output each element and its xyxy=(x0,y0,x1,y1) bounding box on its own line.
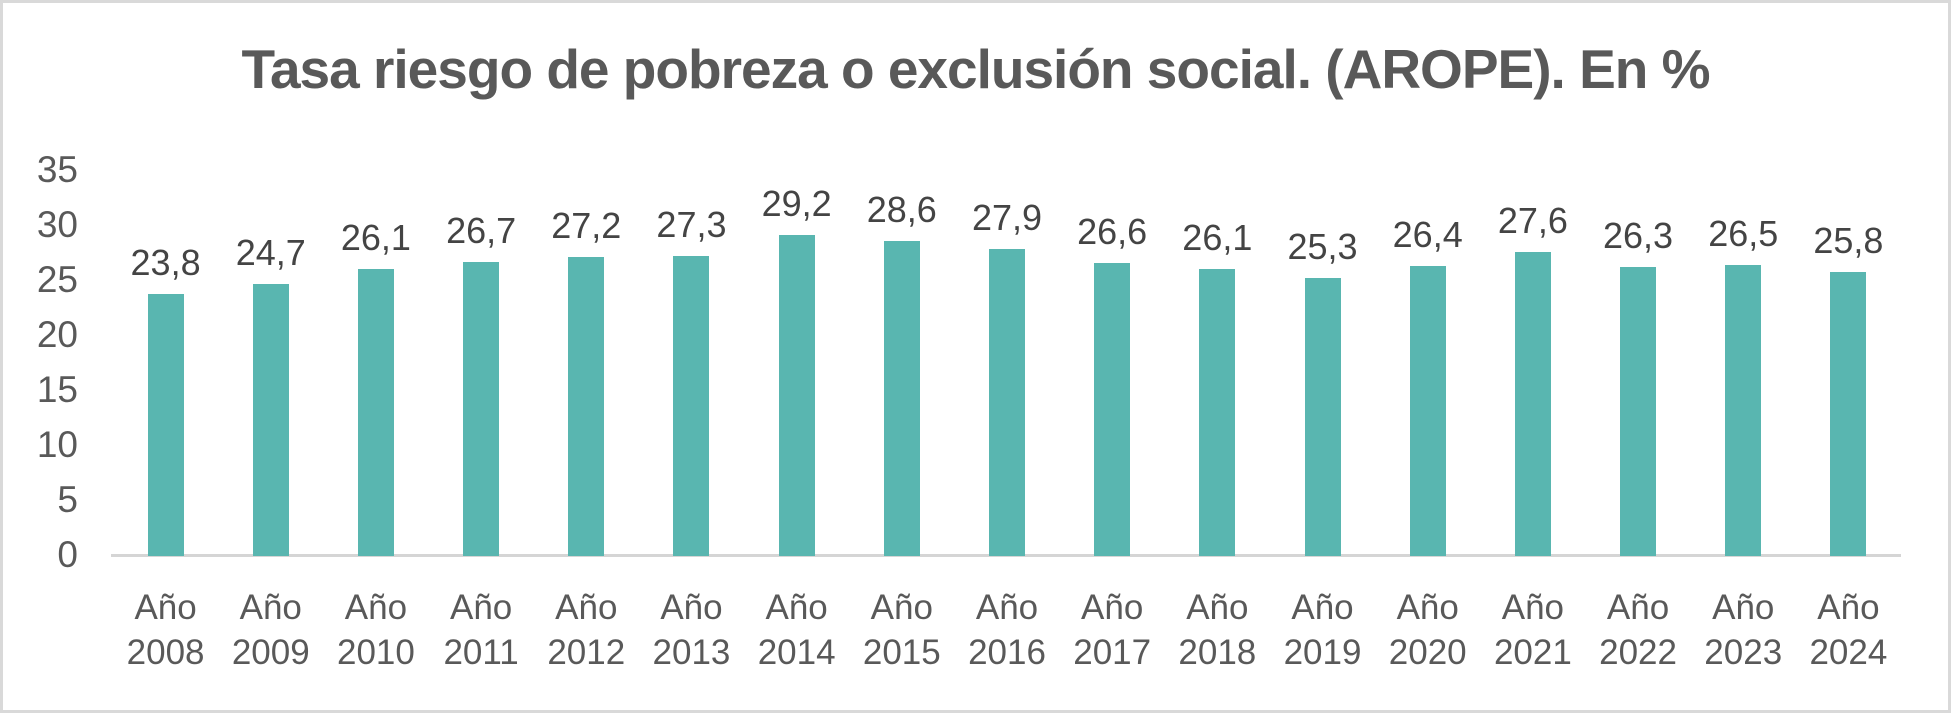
bar xyxy=(568,256,605,556)
bar xyxy=(1409,265,1446,556)
x-axis-label: Año 2021 xyxy=(1493,588,1572,672)
y-axis-tick-label: 20 xyxy=(36,314,78,355)
bar xyxy=(463,262,500,556)
x-axis-label: Año 2012 xyxy=(547,588,626,672)
bar xyxy=(673,255,710,556)
x-axis-label: Año 2009 xyxy=(231,588,310,672)
bar xyxy=(989,249,1025,556)
plot-area: 0 5 10 15 20 25 30 35 23,8 Año 2008 24,7 Año 2009 26,1… xyxy=(3,3,1948,710)
y-axis-tick-label: 30 xyxy=(36,204,78,245)
x-axis-label: Año 2017 xyxy=(1073,588,1152,672)
bar-value-label: 23,8 xyxy=(130,242,201,284)
x-axis-label: Año 2010 xyxy=(337,588,415,672)
bar xyxy=(1620,266,1657,556)
x-axis-label: Año 2020 xyxy=(1388,588,1467,672)
bar xyxy=(147,294,184,556)
bar-value-label: 25,3 xyxy=(1287,225,1358,267)
bar xyxy=(883,241,920,556)
bar-value-label: 29,2 xyxy=(761,182,832,224)
bar-value-label: 27,6 xyxy=(1497,200,1568,242)
bar xyxy=(1725,264,1762,556)
bar-value-label: 26,5 xyxy=(1708,212,1779,254)
bar-value-label: 26,6 xyxy=(1077,211,1148,253)
bar xyxy=(252,284,289,556)
x-axis-label: Año 2008 xyxy=(126,588,205,672)
x-axis-label: Año 2013 xyxy=(652,588,731,672)
bar-value-label: 27,2 xyxy=(551,204,622,246)
y-axis-tick-label: 5 xyxy=(57,479,78,520)
bar-value-label: 26,3 xyxy=(1603,214,1674,256)
bar-value-label: 27,3 xyxy=(656,203,727,245)
y-axis-tick-label: 15 xyxy=(36,369,78,410)
bar xyxy=(778,234,815,556)
x-axis-label: Año 2022 xyxy=(1599,588,1677,672)
bar-value-label: 26,1 xyxy=(1182,216,1253,258)
bar-value-label: 26,7 xyxy=(446,210,517,252)
y-axis-tick-label: 0 xyxy=(57,534,78,575)
bar-value-label: 26,4 xyxy=(1392,213,1463,255)
bar xyxy=(1199,268,1236,556)
bar xyxy=(1514,252,1551,556)
bar-value-label: 28,6 xyxy=(866,189,937,231)
bar-value-label: 25,8 xyxy=(1813,220,1884,262)
bar xyxy=(357,268,394,556)
x-axis-label: Año 2014 xyxy=(757,588,836,672)
bar-value-label: 26,1 xyxy=(340,216,411,258)
bar xyxy=(1094,263,1131,556)
bar xyxy=(1830,272,1867,556)
x-axis-label: Año 2011 xyxy=(443,588,519,672)
x-axis-label: Año 2016 xyxy=(968,588,1046,672)
x-axis-label: Año 2018 xyxy=(1178,588,1257,672)
bar-value-label: 24,7 xyxy=(235,232,306,274)
x-axis-label: Año 2019 xyxy=(1283,588,1362,672)
y-axis-tick-label: 35 xyxy=(36,149,78,190)
x-axis-label: Año 2015 xyxy=(862,588,941,672)
x-axis-label: Año 2024 xyxy=(1809,588,1888,672)
y-axis-tick-label: 25 xyxy=(36,259,78,300)
bar-value-label: 27,9 xyxy=(971,197,1043,239)
chart-title: Tasa riesgo de pobreza o exclusión socia… xyxy=(241,38,1710,100)
x-axis-label: Año 2023 xyxy=(1704,588,1783,672)
y-axis-tick-label: 10 xyxy=(36,424,78,465)
bar xyxy=(1304,277,1341,556)
